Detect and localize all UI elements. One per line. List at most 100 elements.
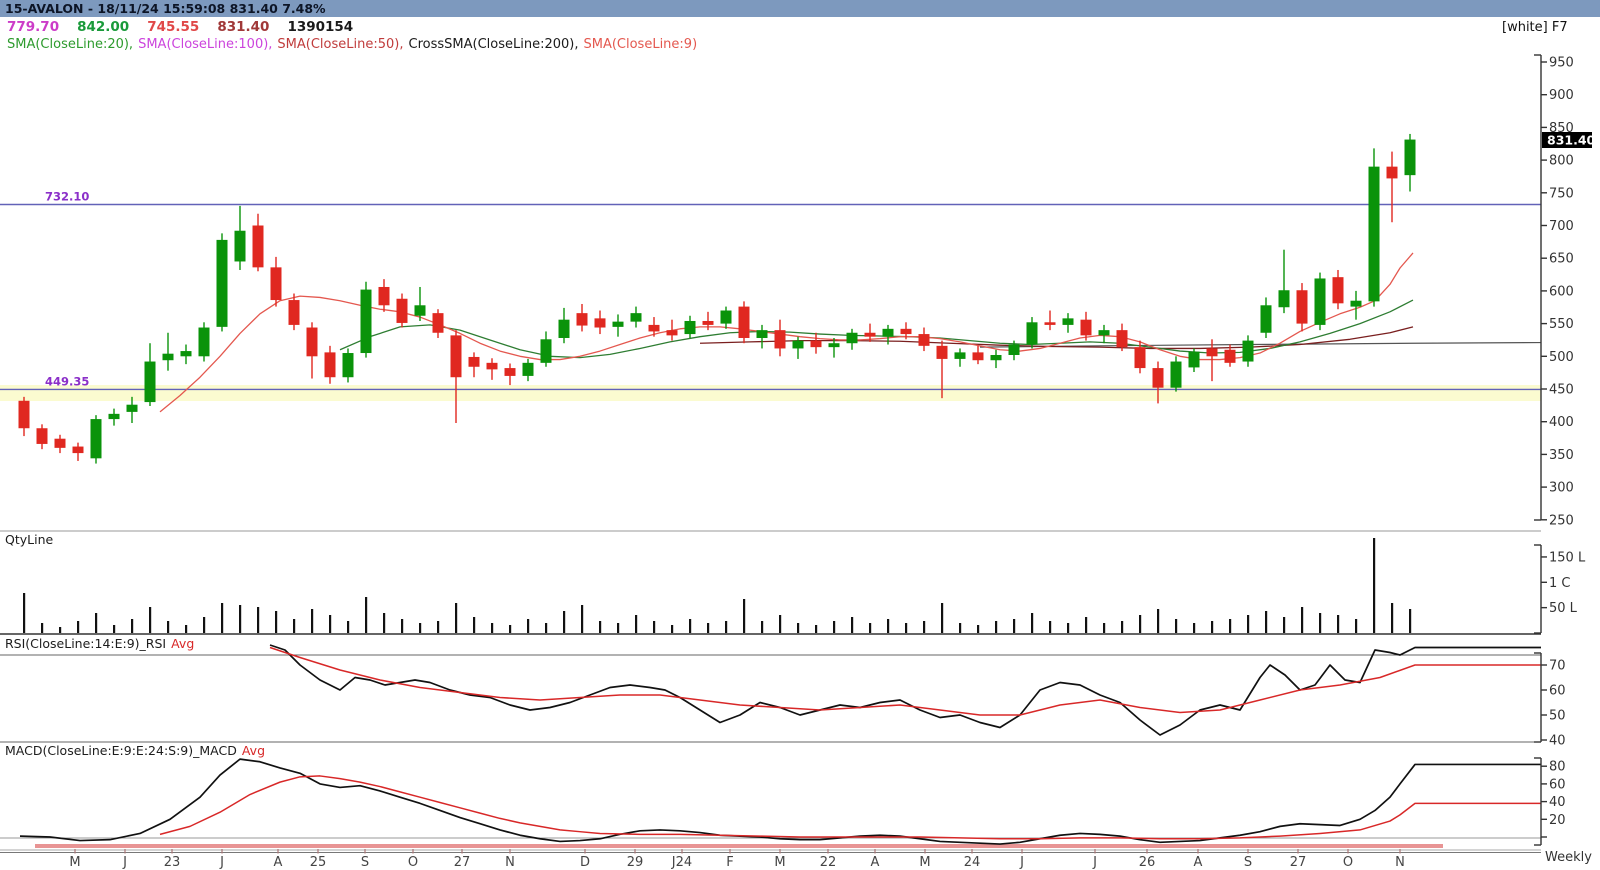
candle: [252, 225, 264, 268]
svg-text:J: J: [122, 855, 127, 870]
candle: [774, 330, 786, 349]
candle: [1224, 349, 1236, 363]
candle: [1386, 166, 1398, 179]
svg-text:650: 650: [1549, 252, 1574, 267]
candle: [486, 362, 498, 370]
svg-text:O: O: [1343, 855, 1353, 870]
svg-text:950: 950: [1549, 56, 1574, 71]
candle: [918, 334, 930, 346]
timeframe-label[interactable]: Weekly: [1545, 850, 1592, 865]
indicator-label-1[interactable]: SMA(CloseLine:100),: [138, 37, 273, 52]
svg-text:732.10: 732.10: [45, 190, 89, 204]
candle: [720, 310, 732, 324]
candle: [54, 438, 66, 448]
candle: [144, 361, 156, 403]
candle: [108, 413, 120, 420]
last-price-marker: 831.40: [1542, 132, 1596, 148]
indicator-label-0[interactable]: SMA(CloseLine:20),: [7, 37, 134, 52]
candle: [540, 339, 552, 363]
svg-text:27: 27: [454, 855, 471, 870]
quote-high: 842.00: [77, 19, 130, 35]
candle: [360, 289, 372, 354]
rsi-lines: [269, 644, 1541, 736]
svg-text:80: 80: [1549, 760, 1566, 775]
rsi-avg-label: Avg: [171, 636, 195, 651]
candle: [468, 356, 480, 367]
macd-avg-label: Avg: [241, 743, 266, 758]
svg-text:A: A: [1194, 855, 1203, 870]
candle: [756, 330, 768, 338]
candle: [666, 330, 678, 336]
candle: [630, 313, 642, 322]
candle: [414, 305, 426, 316]
candle: [1242, 340, 1254, 362]
candle: [972, 352, 984, 361]
svg-text:50: 50: [1549, 709, 1566, 724]
candle: [1260, 305, 1272, 333]
svg-text:27: 27: [1290, 855, 1307, 870]
candle: [936, 345, 948, 359]
candle: [378, 286, 390, 306]
svg-text:J: J: [1019, 855, 1024, 870]
time-axis-labels: M J 23 J A 25 S O 27 N D 29 J24 F M 22 A M 24 J J 26 A S 27 O N: [69, 849, 1405, 870]
candle: [522, 362, 534, 376]
indicator-label-3[interactable]: CrossSMA(CloseLine:200),: [408, 37, 579, 52]
candle: [576, 313, 588, 326]
candle: [162, 353, 174, 361]
candle: [234, 230, 246, 262]
candle: [954, 352, 966, 359]
candle: [990, 354, 1002, 361]
candle: [882, 328, 894, 337]
candle: [180, 351, 192, 357]
candle: [792, 340, 804, 349]
svg-text:A: A: [274, 855, 283, 870]
candle: [1008, 344, 1020, 355]
rsi-formula-label: RSI(CloseLine:14:E:9)_RSI: [5, 636, 167, 651]
candle: [288, 300, 300, 325]
candle: [612, 321, 624, 327]
candle: [216, 239, 228, 327]
support-resistance-lines: 732.10 449.35: [0, 190, 1541, 391]
svg-text:600: 600: [1549, 284, 1574, 299]
svg-text:23: 23: [164, 855, 181, 870]
candle: [1296, 290, 1308, 324]
svg-text:400: 400: [1549, 415, 1574, 430]
indicator-label-4[interactable]: SMA(CloseLine:9): [583, 37, 698, 52]
candle: [846, 332, 858, 344]
candle: [684, 320, 696, 335]
candle: [306, 327, 318, 357]
quote-close: 831.40: [217, 19, 270, 35]
indicator-legend-row[interactable]: SMA(CloseLine:20), SMA(CloseLine:100), SMA…: [7, 37, 702, 52]
svg-text:25: 25: [310, 855, 327, 870]
svg-text:60: 60: [1549, 684, 1566, 699]
svg-text:M: M: [69, 855, 80, 870]
candle: [270, 267, 282, 301]
svg-text:J24: J24: [671, 855, 692, 870]
svg-text:24: 24: [964, 855, 981, 870]
quote-open: 779.70: [7, 19, 60, 35]
macd-axis: 80 60 40 20: [1534, 757, 1566, 846]
indicator-label-2[interactable]: SMA(CloseLine:50),: [277, 37, 404, 52]
rsi-panel-label: RSI(CloseLine:14:E:9)_RSI Avg: [5, 636, 194, 651]
quote-volume: 1390154: [287, 19, 354, 35]
candle: [1134, 347, 1146, 369]
svg-text:449.35: 449.35: [45, 374, 89, 388]
svg-text:900: 900: [1549, 88, 1574, 103]
svg-text:60: 60: [1549, 777, 1566, 792]
candle: [648, 324, 660, 332]
quote-low: 745.55: [147, 19, 200, 35]
svg-text:S: S: [1244, 855, 1252, 870]
title-bar[interactable]: 15-AVALON - 18/11/24 15:59:08 831.40 7.4…: [0, 0, 1600, 17]
candle: [594, 318, 606, 328]
candle: [1350, 300, 1362, 307]
svg-text:M: M: [919, 855, 930, 870]
rsi-axis: 70 60 50 40: [1534, 652, 1566, 749]
candle: [36, 428, 48, 444]
candle: [432, 313, 444, 333]
candle: [900, 328, 912, 335]
candle: [1062, 318, 1074, 325]
volume-panel-label: QtyLine: [5, 532, 54, 547]
svg-text:F: F: [726, 855, 733, 870]
title-text: 15-AVALON - 18/11/24 15:59:08 831.40 7.4…: [5, 1, 326, 16]
